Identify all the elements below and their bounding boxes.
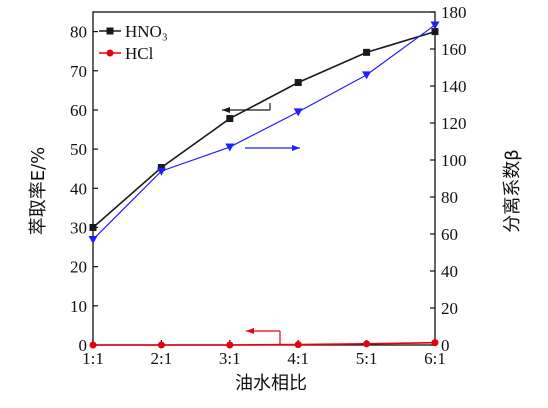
- right-y-tick-label: 160: [441, 40, 467, 59]
- series-line: [92, 30, 436, 229]
- left-y-tick-label: 60: [70, 101, 87, 120]
- right-y-tick-label: 20: [441, 299, 458, 318]
- left-y-tick-label: 0: [79, 336, 88, 355]
- data-point: [226, 341, 234, 349]
- x-tick-label: 6:1: [424, 349, 446, 368]
- data-point: [363, 48, 371, 56]
- x-tick-label: 1:1: [82, 349, 104, 368]
- data-point: [89, 341, 97, 349]
- left-y-tick-label: 40: [70, 179, 87, 198]
- series-line: [93, 341, 436, 346]
- data-point: [430, 21, 440, 30]
- left-y-tick-label: 80: [70, 23, 87, 42]
- x-tick-label: 4:1: [287, 349, 309, 368]
- legend-marker-hno3: [106, 27, 114, 35]
- right-y-axis-title: 分离系数β: [502, 149, 523, 233]
- data-point: [226, 115, 234, 123]
- data-point: [362, 71, 372, 80]
- right-y-tick-label: 80: [441, 188, 458, 207]
- x-tick-label: 3:1: [219, 349, 241, 368]
- right-y-tick-label: 140: [441, 77, 467, 96]
- x-axis-title: 油水相比: [235, 373, 307, 394]
- legend-label-hcl: HCl: [125, 44, 154, 63]
- legend-label-hno3: HNO₃: [125, 22, 168, 41]
- data-point: [157, 341, 165, 349]
- right-y-tick-label: 120: [441, 114, 467, 133]
- right-y-tick-label: 100: [441, 151, 467, 170]
- left-y-tick-label: 30: [70, 218, 87, 237]
- plot-area: 1:1 2:1 3:1 4:1 5:1 6:10102030405060708002040…: [70, 3, 467, 368]
- x-tick-label: 2:1: [151, 349, 173, 368]
- left-y-tick-label: 20: [70, 258, 87, 277]
- data-point: [363, 340, 371, 348]
- data-point: [88, 236, 98, 245]
- series-line: [92, 24, 436, 240]
- data-point: [431, 339, 439, 347]
- left-y-tick-label: 10: [70, 297, 87, 316]
- data-point: [294, 79, 302, 87]
- data-point: [431, 28, 439, 36]
- right-y-tick-label: 0: [441, 336, 450, 355]
- right-y-tick-label: 60: [441, 225, 458, 244]
- data-point: [89, 223, 97, 231]
- annotation-arrow-hno3-head: [222, 107, 230, 113]
- right-y-tick-label: 180: [441, 3, 467, 22]
- left-y-tick-label: 70: [70, 62, 87, 81]
- data-point: [157, 164, 165, 172]
- data-point: [294, 341, 302, 349]
- left-y-axis-title: 萃取率E/%: [28, 147, 49, 236]
- x-tick-label: 5:1: [356, 349, 378, 368]
- annotation-arrow-hcl-head: [246, 328, 254, 334]
- data-point: [156, 167, 166, 176]
- left-y-tick-label: 50: [70, 140, 87, 159]
- data-point: [293, 108, 303, 117]
- annotation-arrow-beta-head: [292, 145, 300, 151]
- legend-marker-hcl: [106, 49, 114, 57]
- data-point: [225, 143, 235, 152]
- right-y-tick-label: 40: [441, 262, 458, 281]
